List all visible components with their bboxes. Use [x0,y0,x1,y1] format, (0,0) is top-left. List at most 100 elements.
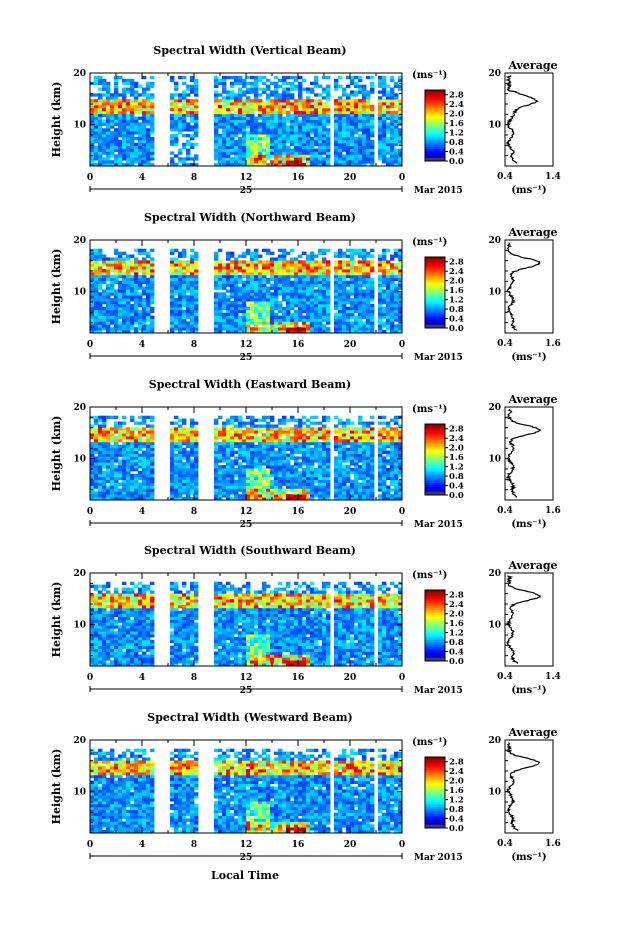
colorbar-tick-label: 0.0 [449,657,464,667]
colorbar-tick-label: 0.4 [449,648,464,658]
colorbar-tick-label: 0.4 [449,815,464,825]
average-x-tick-label: 0.4 [497,172,513,182]
colorbar: (ms⁻¹)0.00.40.81.21.62.02.42.8 [412,404,464,501]
y-tick-label: 10 [73,121,86,131]
x-tick-label: 8 [191,840,197,850]
x-tick-label: 8 [191,673,197,683]
average-unit: (ms⁻¹) [511,519,546,530]
average-y-tick-label: 20 [488,736,501,746]
colorbar-tick-label: 0.4 [449,315,464,325]
x-tick-label: 0 [87,673,93,683]
average-x-tick-label: 1.6 [545,506,561,516]
average-y-tick-label: 20 [488,403,501,413]
average-y-tick-label: 10 [488,288,501,298]
panel-4: Spectral Width (Southward Beam)1020Heigh… [50,544,561,696]
colorbar-tick-label: 2.8 [449,258,464,268]
y-tick-label: 10 [73,455,86,465]
average-profile-line [507,76,537,164]
x-tick-label: 16 [292,507,305,517]
average-y-tick-label: 10 [488,455,501,465]
colorbar-tick-label: 2.0 [449,610,464,620]
colorbar-tick-label: 2.0 [449,777,464,787]
x-tick-label: 0 [399,673,405,683]
x-tick-label: 8 [191,173,197,183]
colorbar-tick-label: 1.2 [449,796,464,806]
colorbar-tick-label: 0.4 [449,148,464,158]
colorbar: (ms⁻¹)0.00.40.81.21.62.02.42.8 [412,570,464,667]
x-tick-label: 4 [139,340,145,350]
colorbar-tick-label: 2.8 [449,591,464,601]
colorbar-tick-label: 2.4 [449,100,464,110]
x-tick-label: 4 [139,673,145,683]
colorbar-tick-label: 1.6 [449,286,464,296]
colorbar-tick-label: 2.8 [449,91,464,101]
average-x-tick-label: 0.4 [497,339,513,349]
x-tick-label: 12 [240,340,253,350]
date-day-label: 25 [240,520,253,530]
average-profile-line [507,243,540,331]
panel-1: Spectral Width (Vertical Beam)1020Height… [50,44,561,196]
colorbar-tick-label: 2.8 [449,758,464,768]
date-day-label: 25 [240,186,253,196]
colorbar-tick-label: 0.8 [449,305,464,315]
colorbar-tick-label: 1.2 [449,629,464,639]
y-axis-label: Height (km) [50,249,63,325]
date-day-label: 25 [240,686,253,696]
colorbar-tick-label: 1.2 [449,129,464,139]
colorbar-tick-label: 2.4 [449,267,464,277]
x-tick-label: 0 [87,340,93,350]
colorbar-tick-label: 2.0 [449,277,464,287]
average-frame [505,73,553,166]
panel-title: Spectral Width (Northward Beam) [144,211,356,224]
y-tick-label: 20 [73,569,86,579]
average-title: Average [507,726,557,739]
colorbar-tick-label: 1.6 [449,786,464,796]
date-month-label: Mar 2015 [414,186,463,196]
average-profile-line [507,410,540,498]
panel-title: Spectral Width (Eastward Beam) [149,378,351,391]
x-tick-label: 20 [344,340,357,350]
colorbar-unit: (ms⁻¹) [412,570,447,581]
x-tick-label: 4 [139,173,145,183]
average-profile-line [507,743,539,831]
x-tick-label: 20 [344,507,357,517]
average-y-tick-label: 20 [488,69,501,79]
colorbar-unit: (ms⁻¹) [412,737,447,748]
x-tick-label: 12 [240,673,253,683]
colorbar-tick-label: 0.8 [449,138,464,148]
x-tick-label: 0 [399,507,405,517]
colorbar-tick-label: 0.0 [449,157,464,167]
colorbar-unit: (ms⁻¹) [412,237,447,248]
colorbar: (ms⁻¹)0.00.40.81.21.62.02.42.8 [412,737,464,834]
y-axis-label: Height (km) [50,82,63,158]
x-tick-label: 8 [191,507,197,517]
average-x-tick-label: 1.6 [545,839,561,849]
average-y-tick-label: 20 [488,569,501,579]
colorbar-tick-label: 1.6 [449,453,464,463]
x-tick-label: 12 [240,173,253,183]
panel-2: Spectral Width (Northward Beam) 10 20 Heigh… [50,211,561,363]
average-x-tick-label: 1.4 [545,172,561,182]
colorbar-tick-label: 2.0 [449,444,464,454]
colorbar-tick-label: 1.6 [449,119,464,129]
x-tick-label: 16 [292,173,305,183]
average-unit: (ms⁻¹) [511,685,546,696]
y-tick-label: 20 [73,236,86,246]
colorbar-tick-label: 1.2 [449,463,464,473]
x-tick-label: 16 [292,340,305,350]
heatmap-cells [90,76,402,166]
x-tick-label: 0 [399,173,405,183]
colorbar-unit: (ms⁻¹) [412,70,447,81]
x-tick-label: 12 [240,840,253,850]
y-axis-label: Height (km) [50,416,63,492]
colorbar-tick-label: 2.4 [449,434,464,444]
colorbar-tick-label: 2.4 [449,767,464,777]
x-tick-label: 20 [344,673,357,683]
average-x-tick-label: 0.4 [497,506,513,516]
